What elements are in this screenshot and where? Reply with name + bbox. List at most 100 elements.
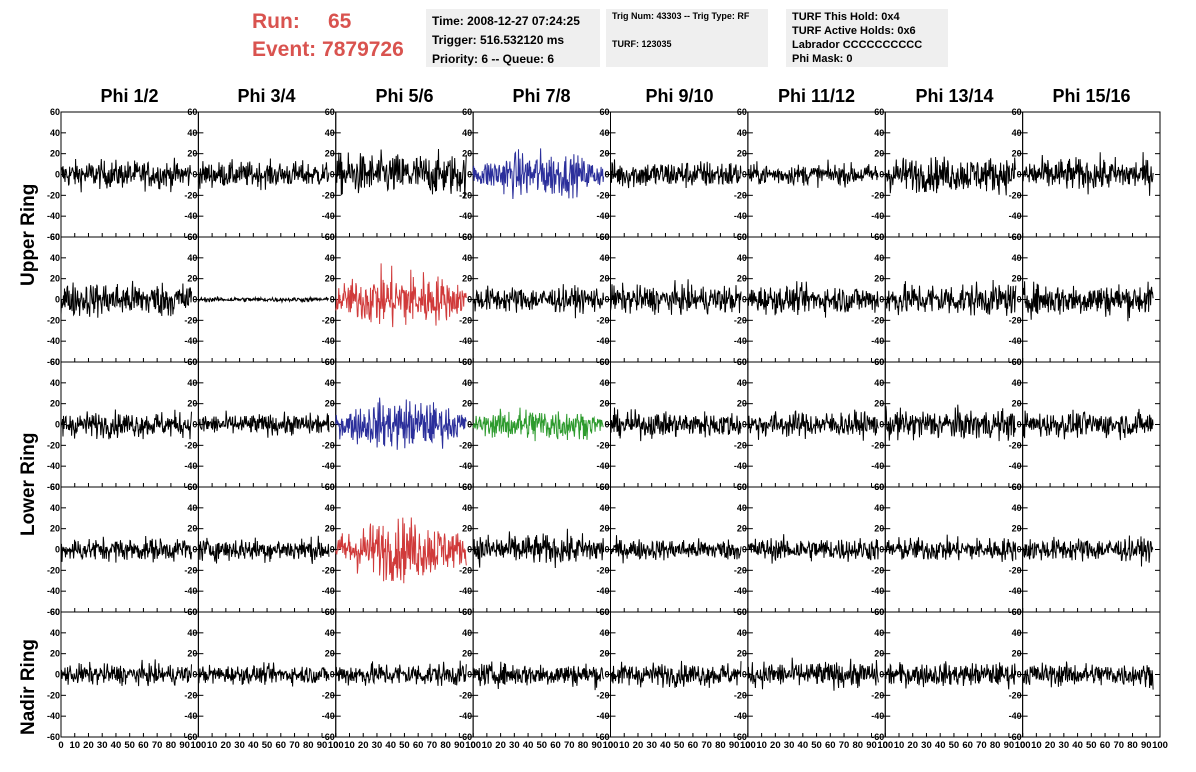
waveform-trace	[610, 407, 742, 442]
y-tick-label: 60	[187, 107, 197, 117]
x-tick-label: 80	[440, 740, 451, 751]
y-tick-label: -20	[459, 690, 472, 700]
y-tick-label: 60	[187, 357, 197, 367]
y-tick-label: 60	[50, 107, 60, 117]
waveform-trace	[472, 148, 605, 200]
y-tick-label: 60	[737, 357, 747, 367]
y-tick-label: -40	[1009, 461, 1022, 471]
y-tick-label: -40	[1009, 586, 1022, 596]
priority-text: Priority: 6 -- Queue: 6	[432, 52, 555, 66]
x-tick-label: 80	[990, 740, 1001, 751]
y-tick-label: 20	[737, 149, 747, 159]
y-tick-label: 20	[1012, 524, 1022, 534]
y-tick-label: 60	[462, 482, 472, 492]
y-tick-label: 40	[325, 253, 335, 263]
x-tick-label: 40	[660, 740, 671, 751]
y-tick-label: 20	[1012, 649, 1022, 659]
y-tick-label: 40	[599, 628, 609, 638]
y-tick-label: 20	[1012, 274, 1022, 284]
x-tick-label: 90	[454, 740, 465, 751]
waveform-trace	[610, 535, 742, 564]
y-tick-label: 0	[1017, 545, 1022, 555]
y-tick-label: 0	[742, 670, 747, 680]
y-tick-label: 0	[1017, 670, 1022, 680]
x-tick-label: 60	[962, 740, 973, 751]
waveform-panel-r0-c0: -60 -40 -20 0 20 40 60	[47, 107, 199, 242]
y-tick-label: 0	[55, 295, 60, 305]
y-tick-label: -60	[47, 482, 60, 492]
waveform-trace	[197, 410, 330, 438]
y-tick-label: 40	[462, 378, 472, 388]
y-tick-label: 60	[737, 232, 747, 242]
y-tick-label: 0	[742, 545, 747, 555]
y-tick-label: 20	[187, 524, 197, 534]
y-tick-label: -20	[871, 565, 884, 575]
y-tick-label: 60	[50, 607, 60, 617]
y-tick-label: 20	[50, 399, 60, 409]
x-tick-label: 10	[1031, 740, 1042, 751]
waveform-trace	[60, 409, 192, 440]
waveform-trace	[198, 662, 330, 687]
y-tick-label: 60	[187, 482, 197, 492]
y-tick-label: 60	[874, 107, 884, 117]
y-tick-label: -60	[871, 732, 884, 742]
y-tick-label: 40	[737, 253, 747, 263]
waveform-trace	[610, 660, 742, 688]
y-tick-label: 0	[55, 670, 60, 680]
y-tick-label: 20	[599, 274, 609, 284]
column-header-phi-3-4: Phi 3/4	[237, 86, 296, 106]
y-tick-label: -20	[871, 190, 884, 200]
y-tick-label: 0	[330, 170, 335, 180]
y-tick-label: 20	[462, 399, 472, 409]
y-tick-label: -40	[47, 211, 60, 221]
y-tick-label: -20	[734, 565, 747, 575]
y-tick-label: -40	[47, 336, 60, 346]
run-event-box: Run: 65 Event: 7879726	[252, 8, 404, 64]
turf-active-text: TURF Active Holds: 0x6	[792, 25, 916, 37]
x-tick-label: 10	[344, 740, 355, 751]
y-tick-label: -20	[47, 690, 60, 700]
x-tick-label: 20	[495, 740, 506, 751]
x-tick-label: 30	[921, 740, 932, 751]
x-tick-label: 90	[1141, 740, 1152, 751]
waveform-trace	[747, 159, 879, 188]
x-tick-label: 30	[372, 740, 383, 751]
x-tick-label: 10	[894, 740, 905, 751]
y-tick-label: 0	[604, 170, 609, 180]
y-tick-label: 40	[325, 628, 335, 638]
y-tick-label: -40	[47, 461, 60, 471]
y-tick-label: -20	[47, 565, 60, 575]
y-tick-label: 20	[1012, 149, 1022, 159]
y-tick-label: -40	[184, 711, 197, 721]
y-tick-label: 0	[604, 295, 609, 305]
y-tick-label: -20	[734, 315, 747, 325]
x-tick-label: 20	[907, 740, 918, 751]
x-tick-label: 70	[1113, 740, 1124, 751]
x-tick-label: 20	[770, 740, 781, 751]
y-tick-label: -20	[184, 190, 197, 200]
y-tick-label: -60	[596, 732, 609, 742]
y-tick-label: 20	[187, 649, 197, 659]
waveform-trace	[60, 280, 192, 318]
x-tick-label: 10	[482, 740, 493, 751]
y-tick-label: 0	[1017, 170, 1022, 180]
y-tick-label: 20	[325, 149, 335, 159]
y-tick-label: 40	[737, 628, 747, 638]
y-tick-label: 60	[1012, 607, 1022, 617]
turf-text: TURF: 123035	[612, 39, 672, 49]
waveform-trace	[472, 284, 605, 319]
y-tick-label: 0	[879, 420, 884, 430]
y-tick-label: -60	[47, 357, 60, 367]
y-tick-label: 60	[737, 607, 747, 617]
y-tick-label: 0	[604, 670, 609, 680]
